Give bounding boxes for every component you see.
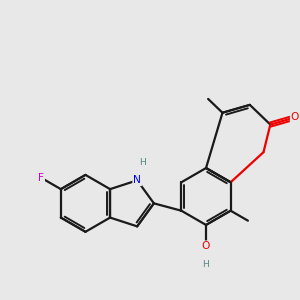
Text: O: O xyxy=(202,241,210,251)
Text: O: O xyxy=(291,112,299,122)
Text: F: F xyxy=(38,173,44,183)
Text: H: H xyxy=(202,260,209,269)
Text: H: H xyxy=(140,158,146,167)
Text: N: N xyxy=(133,175,141,185)
